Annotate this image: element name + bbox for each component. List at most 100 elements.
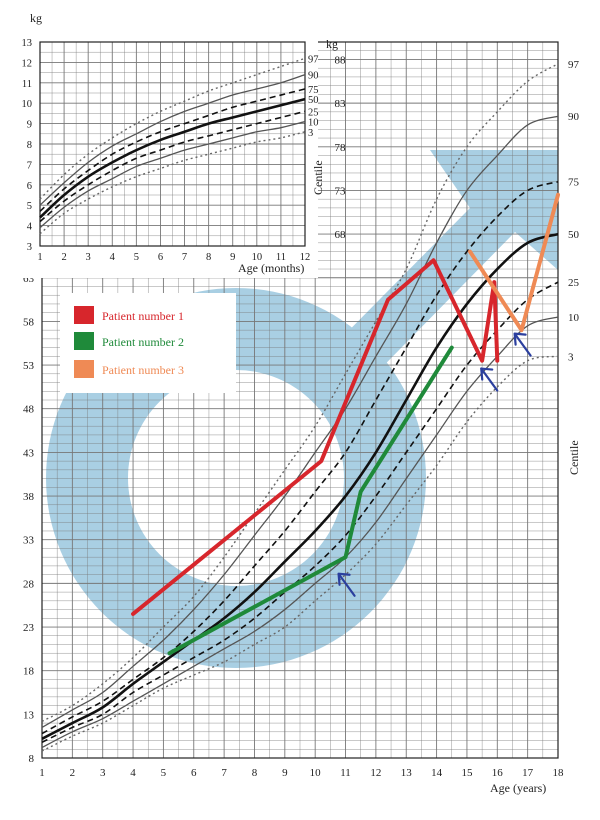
main-centile-label: 50	[568, 229, 580, 241]
legend-label-patient-3: Patient number 3	[102, 363, 184, 377]
inset-centile-label: 50	[308, 95, 319, 106]
inset-centile-label: 25	[308, 107, 319, 118]
patient-series	[131, 192, 560, 656]
inset-y-tick: 6	[27, 181, 32, 192]
inset-x-title: Age (months)	[238, 261, 304, 275]
main-x-tick: 1	[39, 767, 45, 779]
legend-label-patient-2: Patient number 2	[102, 335, 184, 349]
inset-x-tick: 12	[300, 252, 311, 263]
main-x-tick: 14	[431, 767, 443, 779]
main-y-tick: 48	[23, 404, 35, 416]
main-x-tick: 16	[492, 767, 504, 779]
main-y-tick: 58	[23, 316, 35, 328]
inset-y-unit: kg	[30, 11, 42, 25]
main-y-tick: 43	[23, 447, 35, 459]
main-x-tick: 2	[70, 767, 76, 779]
inset-y-tick: 10	[22, 99, 33, 110]
main-x-tick: 4	[130, 767, 136, 779]
main-centile-label: 10	[568, 312, 580, 324]
inset-centile-label: 10	[308, 118, 319, 129]
main-centile-10	[41, 316, 559, 749]
inset-centile-label: 90	[308, 71, 319, 82]
main-x-tick: 6	[191, 767, 197, 779]
main-y-tick: 13	[23, 709, 35, 721]
inset-y-tick: 7	[27, 160, 32, 171]
main-tick-labels: 1 2 3 4 5 6 7 8 9 10 11 12 13 14 15 16 17 188131823283338…	[23, 54, 580, 779]
main-y-tick: 18	[23, 666, 35, 678]
inset-x-tick: 11	[276, 252, 286, 263]
main-y-unit-upper: kg	[326, 37, 338, 51]
main-centile-25	[41, 281, 559, 744]
inset-frame	[39, 41, 306, 247]
inset-x-tick: 1	[37, 252, 42, 263]
main-x-tick: 13	[401, 767, 413, 779]
inset-y-tick: 4	[27, 222, 33, 233]
main-y-tick: 53	[23, 360, 35, 372]
inset-y-tick: 12	[22, 58, 33, 69]
main-centile-label: 3	[568, 351, 574, 363]
main-x-tick: 18	[553, 767, 565, 779]
arrow-marker-3	[513, 332, 532, 357]
main-x-tick: 3	[100, 767, 106, 779]
inset-centile-label: 97	[308, 54, 319, 65]
inset-centile-25	[39, 110, 306, 223]
series-patient-2	[167, 345, 454, 656]
inset-y-tick: 3	[27, 242, 32, 253]
main-y-tick: 38	[23, 491, 35, 503]
main-x-tick: 12	[370, 767, 381, 779]
inset-centile-3	[39, 131, 306, 235]
centile-title-upper: Centile	[311, 160, 325, 195]
inset-x-tick: 7	[182, 252, 187, 263]
main-centile-label: 97	[568, 59, 580, 71]
main-centile-90	[41, 115, 559, 729]
inset-x-tick: 5	[134, 252, 139, 263]
main-y-tick: 23	[23, 622, 35, 634]
legend-swatch-patient-3	[74, 360, 94, 378]
main-y-tick-upper: 68	[335, 229, 347, 241]
main-x-tick: 11	[340, 767, 351, 779]
inset-centile-50	[39, 97, 306, 219]
inset-x-tick: 3	[86, 252, 91, 263]
main-x-tick: 15	[461, 767, 473, 779]
main-y-tick: 8	[29, 753, 35, 765]
main-y-tick-upper: 78	[335, 142, 347, 154]
main-centile-lines	[41, 63, 559, 752]
main-centile-label: 90	[568, 111, 580, 123]
main-x-tick: 7	[221, 767, 227, 779]
inset-centile-10	[39, 120, 306, 229]
legend-label-patient-1: Patient number 1	[102, 309, 184, 323]
inset-x-tick: 10	[252, 252, 263, 263]
centile-title-right: Centile	[567, 440, 581, 475]
main-x-tick: 8	[252, 767, 258, 779]
main-x-tick: 17	[522, 767, 534, 779]
inset-y-tick: 9	[27, 120, 32, 131]
symbol-arrow	[300, 150, 558, 400]
inset-background	[0, 0, 318, 278]
inset-centile-lines	[39, 57, 306, 235]
series-patient-1	[131, 258, 500, 616]
main-y-tick-upper: 83	[335, 98, 347, 110]
series-patient-3	[467, 192, 560, 333]
arrow-markers	[337, 332, 532, 597]
inset-centile-97	[39, 57, 306, 200]
inset-tick-labels: 1 2 3 4 5 6 7 8 9 10 11 123456789101112139790755025…	[22, 38, 319, 263]
main-y-tick: 28	[23, 578, 35, 590]
inset-y-tick: 13	[22, 38, 33, 49]
main-centile-label: 25	[568, 277, 580, 289]
inset-centile-90	[39, 74, 306, 206]
legend-swatch-patient-1	[74, 306, 94, 324]
main-y-tick-upper: 73	[335, 185, 347, 197]
inset-x-tick: 2	[61, 252, 66, 263]
main-x-title: Age (years)	[490, 781, 546, 795]
main-centile-label: 75	[568, 177, 580, 189]
inset-y-tick: 8	[27, 140, 32, 151]
inset-x-tick: 8	[206, 252, 211, 263]
inset-centile-75	[39, 88, 306, 212]
main-x-tick: 5	[161, 767, 167, 779]
arrow-marker-1	[337, 572, 356, 597]
main-y-tick-upper: 88	[335, 54, 347, 66]
inset-x-tick: 4	[110, 252, 116, 263]
inset-centile-label: 3	[308, 128, 313, 139]
main-y-tick: 33	[23, 535, 35, 547]
